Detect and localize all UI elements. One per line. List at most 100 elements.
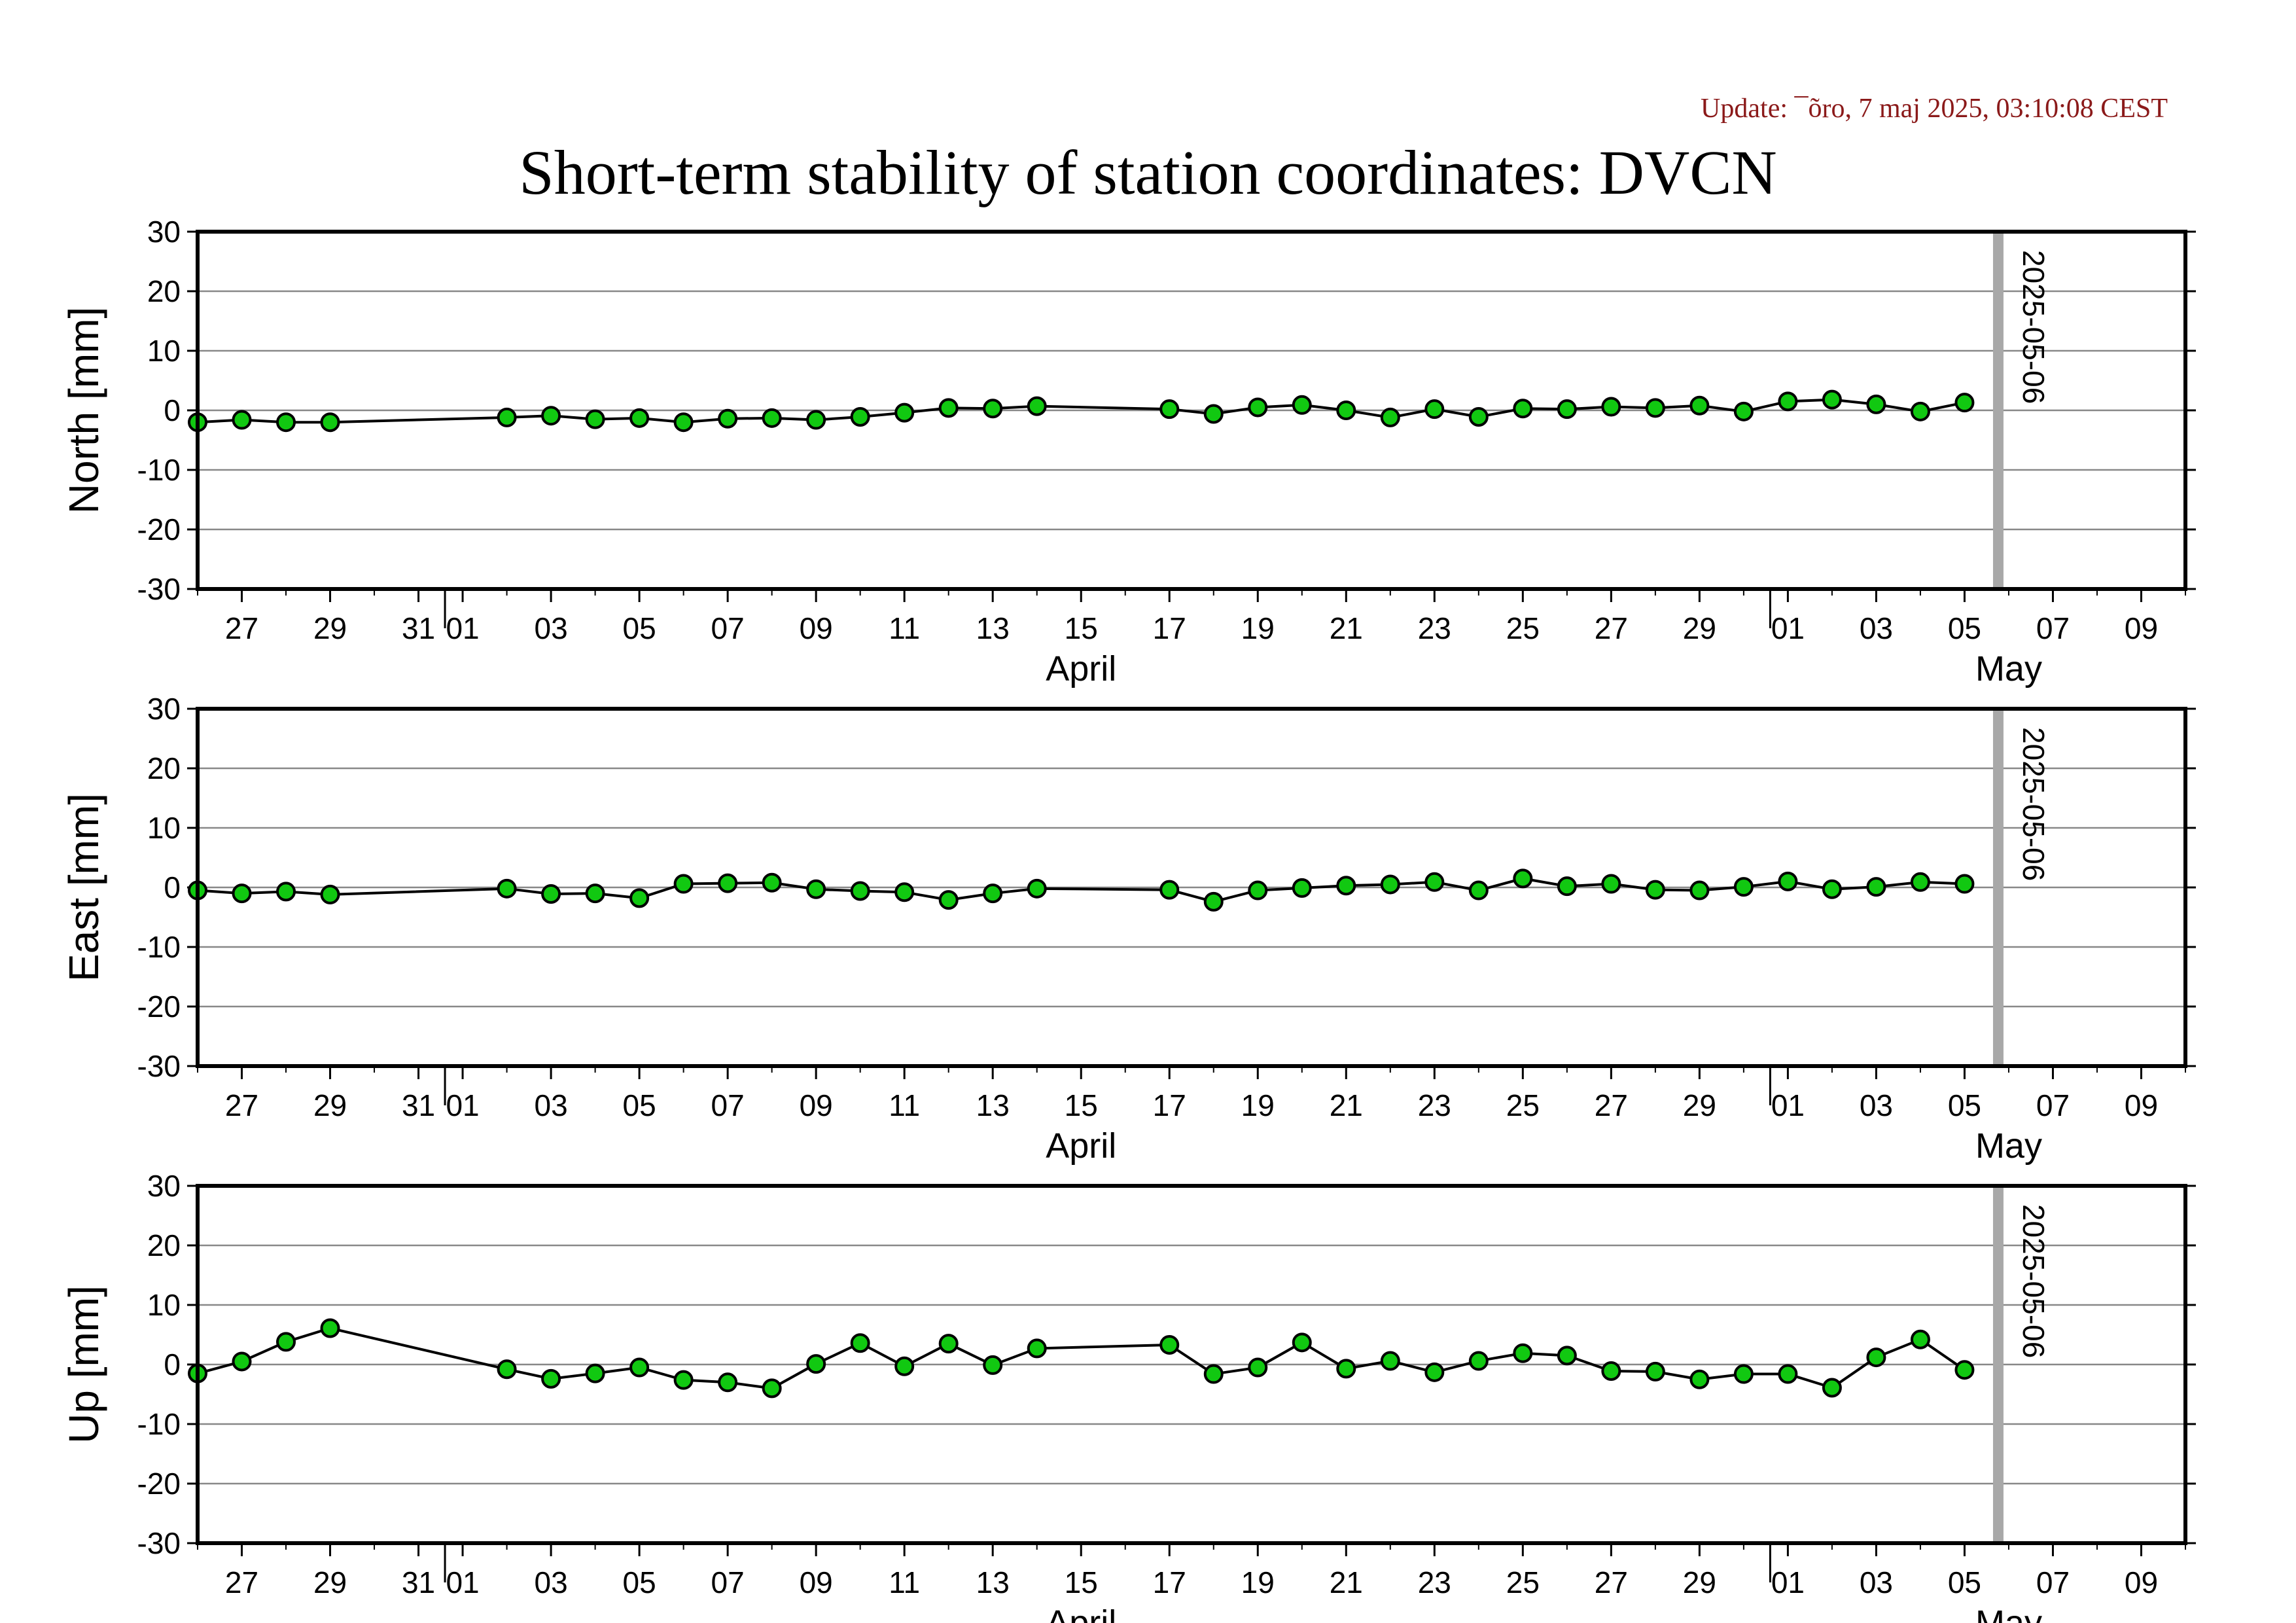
- data-point: [894, 882, 915, 902]
- data-point: [629, 1357, 650, 1378]
- x-tick-label: 07: [711, 1565, 745, 1599]
- x-tick-label: 25: [1506, 611, 1540, 645]
- x-tick-label: 23: [1418, 611, 1451, 645]
- x-tick-label: 21: [1330, 1565, 1363, 1599]
- x-tick-label: 03: [535, 1088, 568, 1122]
- data-point: [1203, 404, 1224, 424]
- x-tick-label: 03: [535, 1565, 568, 1599]
- data-point: [1468, 407, 1489, 427]
- month-label: May: [1975, 649, 2042, 688]
- x-tick-label: 07: [2036, 1088, 2070, 1122]
- x-tick-label: 01: [446, 611, 479, 645]
- x-tick-label: 29: [1683, 1565, 1716, 1599]
- data-point: [1159, 1334, 1180, 1355]
- x-tick-label: 29: [313, 611, 347, 645]
- data-point: [850, 1333, 870, 1353]
- data-point: [1910, 1329, 1930, 1349]
- data-point: [629, 408, 650, 428]
- data-point: [1336, 1359, 1356, 1379]
- y-tick-label: 10: [147, 334, 181, 368]
- x-tick-label: 03: [1860, 1565, 1893, 1599]
- x-tick-label: 31: [402, 1565, 435, 1599]
- y-tick-label: -20: [137, 1467, 181, 1501]
- y-tick-label: 0: [164, 393, 181, 427]
- data-point: [1203, 891, 1224, 912]
- data-point: [320, 884, 340, 904]
- data-point: [894, 402, 915, 423]
- x-tick-label: 31: [402, 611, 435, 645]
- data-point: [1292, 1332, 1312, 1353]
- month-label: May: [1975, 1603, 2042, 1623]
- data-point: [806, 879, 826, 899]
- data-point: [762, 408, 782, 428]
- y-axis-label: Up [mm]: [60, 1285, 107, 1444]
- data-point: [1645, 880, 1665, 900]
- x-tick-label: 27: [225, 1565, 258, 1599]
- x-tick-label: 01: [1771, 1565, 1805, 1599]
- data-point: [1248, 1357, 1268, 1378]
- x-tick-label: 27: [225, 1088, 258, 1122]
- x-tick-label: 07: [2036, 1565, 2070, 1599]
- x-tick-label: 09: [800, 1565, 833, 1599]
- data-point: [1954, 874, 1975, 894]
- y-tick-label: -10: [137, 1407, 181, 1441]
- x-tick-label: 15: [1065, 1088, 1098, 1122]
- x-tick-label: 01: [1771, 611, 1805, 645]
- data-point: [1557, 876, 1577, 897]
- data-point: [1822, 389, 1842, 410]
- data-point: [806, 1354, 826, 1374]
- data-point: [1778, 391, 1798, 412]
- data-point: [762, 872, 782, 893]
- x-tick-label: 13: [976, 611, 1010, 645]
- data-point: [1866, 1347, 1886, 1368]
- y-tick-label: -30: [137, 1526, 181, 1560]
- plot-frame: [196, 707, 2187, 1068]
- x-tick-label: 05: [1948, 1565, 1981, 1599]
- data-point: [762, 1378, 782, 1399]
- data-point: [850, 407, 870, 427]
- x-tick-label: 29: [313, 1565, 347, 1599]
- x-tick-label: 03: [535, 611, 568, 645]
- data-point: [806, 410, 826, 430]
- data-point: [541, 1368, 561, 1389]
- data-point: [1380, 874, 1400, 895]
- data-point: [1910, 401, 1930, 421]
- y-axis-label: North [mm]: [60, 307, 107, 514]
- data-point: [1778, 871, 1798, 891]
- x-tick-label: 21: [1330, 611, 1363, 645]
- data-point: [1248, 397, 1268, 418]
- data-point: [497, 878, 517, 899]
- data-point: [1557, 1346, 1577, 1366]
- x-tick-label: 05: [623, 1088, 656, 1122]
- data-point: [1292, 878, 1312, 898]
- y-tick-label: -10: [137, 930, 181, 964]
- data-point: [1910, 872, 1930, 892]
- y-tick-label: 0: [164, 1347, 181, 1382]
- data-point: [673, 1370, 694, 1390]
- data-point: [1954, 393, 1975, 413]
- data-point: [585, 409, 605, 429]
- data-point: [276, 882, 296, 902]
- month-label: April: [1046, 1126, 1116, 1166]
- data-point: [1601, 1361, 1621, 1382]
- date-marker-label: 2025-05-06: [2017, 727, 2051, 881]
- data-point: [1954, 1360, 1975, 1380]
- x-tick-label: 05: [623, 611, 656, 645]
- x-tick-label: 27: [1595, 1565, 1628, 1599]
- date-marker-label: 2025-05-06: [2017, 250, 2051, 404]
- data-point: [1689, 395, 1710, 416]
- y-tick-label: 10: [147, 811, 181, 845]
- x-tick-label: 19: [1241, 1088, 1275, 1122]
- data-point: [1159, 399, 1180, 419]
- data-point: [232, 1351, 252, 1372]
- x-tick-label: 03: [1860, 611, 1893, 645]
- data-point: [1822, 1378, 1842, 1398]
- x-tick-label: 19: [1241, 1565, 1275, 1599]
- data-point: [1424, 1362, 1445, 1382]
- data-point: [1557, 399, 1577, 419]
- x-tick-label: 29: [1683, 611, 1716, 645]
- data-point: [497, 1359, 517, 1380]
- x-tick-label: 05: [623, 1565, 656, 1599]
- data-point: [1645, 398, 1665, 418]
- data-point: [1689, 880, 1710, 901]
